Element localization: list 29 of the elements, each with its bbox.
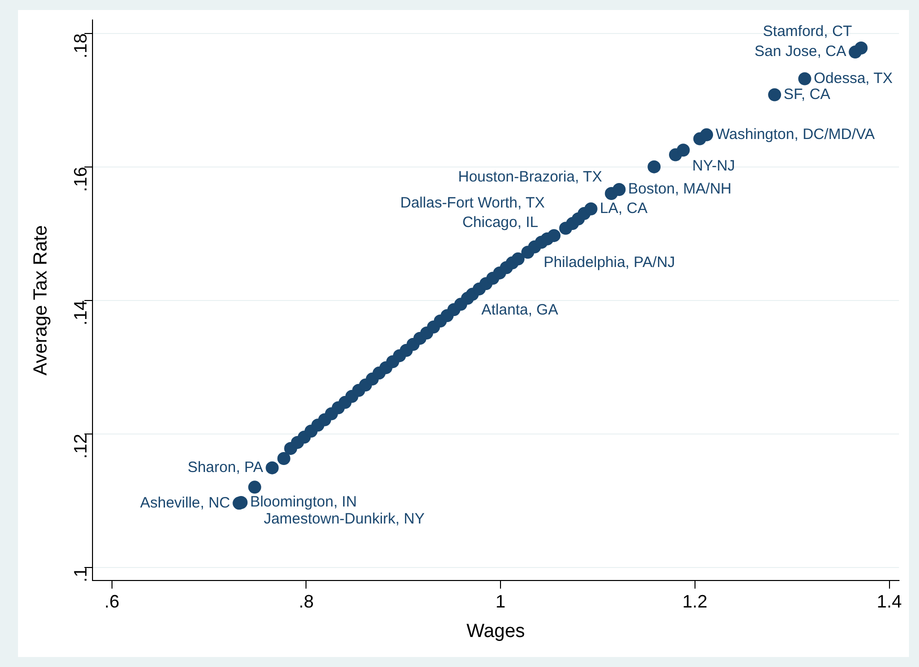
x-tick-label: 1.4 (876, 591, 902, 612)
data-label: Jamestown-Dunkirk, NY (264, 510, 425, 528)
data-label: Houston-Brazoria, TX (458, 168, 602, 186)
data-label: Stamford, CT (762, 23, 852, 40)
data-label: Asheville, NC (140, 494, 230, 512)
data-label: San Jose, CA (754, 43, 846, 60)
x-tick-label: .6 (104, 591, 120, 612)
x-tick-label: 1.2 (682, 591, 708, 612)
data-label: Odessa, TX (814, 70, 893, 87)
data-label: Bloomington, IN (250, 494, 357, 511)
data-label: Dallas-Fort Worth, TX (400, 194, 545, 212)
x-tick-label: 1 (496, 591, 506, 612)
y-tick-label: .16 (70, 166, 90, 192)
y-axis-title: Average Tax Rate (30, 225, 52, 376)
x-axis-title: Wages (466, 620, 525, 642)
y-tick-label: .14 (70, 300, 90, 326)
data-label: Philadelphia, PA/NJ (544, 254, 676, 272)
data-label: LA, CA (600, 200, 648, 218)
data-label: Chicago, IL (462, 214, 538, 232)
data-label: Washington, DC/MD/VA (716, 126, 875, 143)
data-label: Boston, MA/NH (628, 180, 732, 198)
y-tick-label: .12 (70, 434, 90, 459)
data-label: Sharon, PA (188, 458, 264, 476)
y-tick-label: .18 (70, 33, 90, 58)
data-label: SF, CA (784, 86, 830, 103)
x-tick-label: .8 (298, 591, 314, 612)
data-label: Atlanta, GA (481, 301, 558, 318)
y-tick-label: .1 (70, 567, 90, 582)
data-label: NY-NJ (692, 157, 736, 174)
